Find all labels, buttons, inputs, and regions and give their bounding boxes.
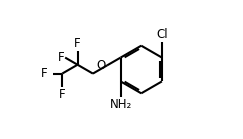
- Text: F: F: [41, 67, 47, 80]
- Text: Cl: Cl: [156, 28, 168, 41]
- Text: F: F: [74, 37, 81, 50]
- Text: NH₂: NH₂: [110, 98, 132, 111]
- Text: F: F: [58, 51, 64, 64]
- Text: O: O: [97, 59, 106, 72]
- Text: F: F: [59, 88, 66, 101]
